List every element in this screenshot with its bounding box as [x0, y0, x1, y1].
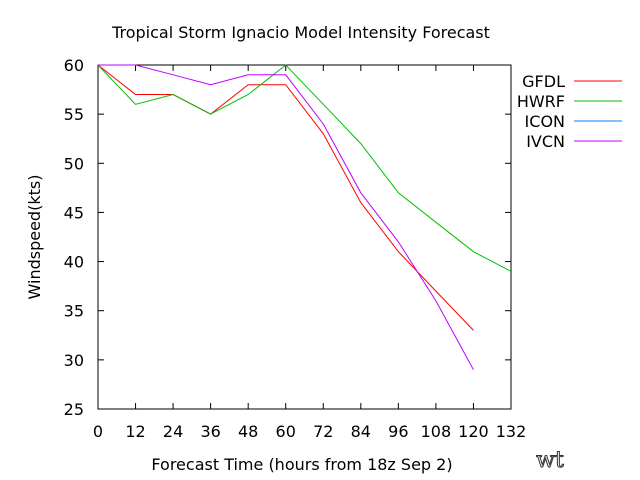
series-line-hwrf: [97, 64, 512, 272]
x-tick-label: 84: [351, 422, 371, 441]
x-tick-label: 72: [313, 422, 333, 441]
legend-label-gfdl: GFDL: [522, 72, 565, 91]
legend-label-ivcn: IVCN: [526, 132, 565, 151]
series-line-ivcn: [98, 64, 474, 370]
x-tick-label: 132: [496, 422, 527, 441]
x-axis-label: Forecast Time (hours from 18z Sep 2): [151, 455, 452, 474]
x-tick-label: 48: [238, 422, 258, 441]
y-axis-ticks: 25 30 35 40 45 50 55 60: [64, 56, 511, 419]
series-lines: [97, 64, 512, 370]
y-tick-label: 60: [64, 56, 84, 75]
x-tick-label: 36: [200, 422, 220, 441]
x-tick-label: 0: [93, 422, 103, 441]
x-tick-label: 24: [163, 422, 183, 441]
y-axis-label: Windspeed(kts): [25, 175, 44, 300]
y-tick-label: 45: [64, 203, 84, 222]
x-tick-label: 12: [125, 422, 145, 441]
plot-area: [97, 64, 512, 410]
watermark-logo: wt: [536, 448, 564, 473]
x-tick-label: 60: [276, 422, 296, 441]
y-tick-label: 55: [64, 105, 84, 124]
plot-frame: [97, 64, 512, 410]
y-tick-label: 50: [64, 154, 84, 173]
y-tick-label: 25: [64, 400, 84, 419]
legend-label-icon: ICON: [525, 112, 565, 131]
x-tick-label: 120: [458, 422, 489, 441]
legend-label-hwrf: HWRF: [517, 92, 565, 111]
y-tick-label: 35: [64, 302, 84, 321]
series-line-gfdl: [97, 64, 474, 331]
x-tick-label: 108: [421, 422, 452, 441]
x-axis-ticks: 0 12 24 36 48 60 72 84 96 108 120 132: [93, 65, 526, 441]
y-tick-label: 30: [64, 351, 84, 370]
chart-title: Tropical Storm Ignacio Model Intensity F…: [111, 23, 490, 42]
y-tick-label: 40: [64, 253, 84, 272]
x-tick-label: 96: [388, 422, 408, 441]
